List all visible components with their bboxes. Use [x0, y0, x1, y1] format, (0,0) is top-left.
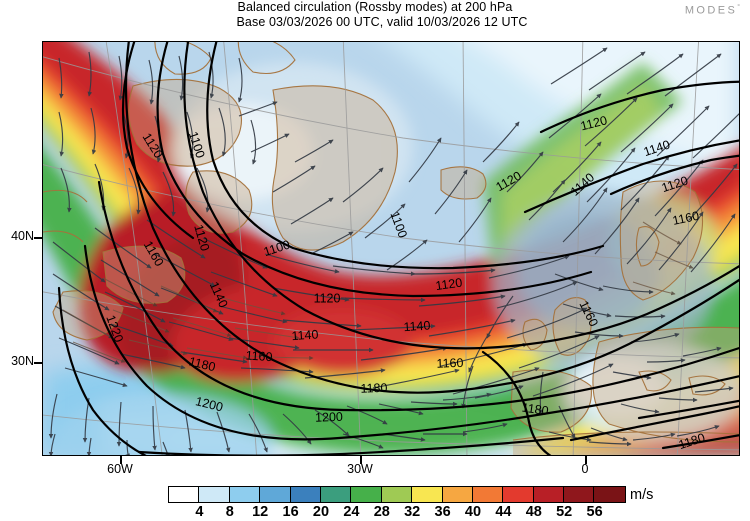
svg-text:1140: 1140 — [403, 318, 431, 334]
colorbar-swatch — [199, 487, 230, 502]
colorbar-swatch — [594, 487, 625, 502]
svg-text:1180: 1180 — [360, 381, 387, 396]
svg-text:1160: 1160 — [671, 209, 700, 228]
colorbar-tick-label: 56 — [586, 504, 603, 520]
colorbar-swatch — [381, 487, 413, 502]
x-tick-label-30w: 30W — [347, 462, 373, 476]
colorbar-swatch — [472, 487, 504, 502]
page-subtitle: Base 03/03/2026 00 UTC, valid 10/03/2026… — [236, 15, 528, 29]
x-tick-mark-0 — [585, 456, 587, 464]
page-title: Balanced circulation (Rossby modes) at 2… — [237, 0, 513, 14]
colorbar-tick-label: 8 — [225, 504, 234, 520]
y-tick-mark-30n — [34, 362, 43, 364]
colorbar-swatch — [290, 487, 321, 502]
svg-text:1200: 1200 — [315, 410, 343, 425]
colorbar-swatch — [564, 487, 595, 502]
colorbar-swatch — [169, 487, 200, 502]
svg-text:1160: 1160 — [245, 348, 273, 364]
modes-logo-mark: ° — [737, 4, 740, 11]
map-plot-area: 1100 1100 1100 1100 1100 1100 1120 1120 1120 1120… — [42, 41, 740, 456]
chart-title-block: Balanced circulation (Rossby modes) at 2… — [0, 0, 750, 30]
svg-text:1120: 1120 — [579, 113, 609, 133]
modes-logo-text: MODES — [684, 4, 738, 17]
svg-text:1180: 1180 — [521, 401, 550, 419]
svg-text:1120: 1120 — [314, 291, 341, 305]
x-tick-label-60w: 60W — [107, 462, 133, 476]
colorbar-swatch — [229, 487, 261, 502]
map-canvas: 1100110011001100110011001120112011201120… — [43, 42, 739, 455]
svg-text:1140: 1140 — [291, 327, 319, 343]
colorbar-swatch — [503, 487, 534, 502]
y-tick-label-30n: 30N — [11, 354, 34, 368]
colorbar-tick-label: 4 — [195, 504, 204, 520]
y-tick-mark-40n — [34, 237, 43, 239]
colorbar-swatch — [412, 487, 443, 502]
colorbar-swatch — [533, 487, 565, 502]
svg-text:1160: 1160 — [436, 356, 463, 371]
colorbar-swatch — [260, 487, 291, 502]
svg-text:1200: 1200 — [194, 394, 224, 414]
colorbar-swatch — [351, 487, 382, 502]
svg-text:1120: 1120 — [435, 275, 464, 293]
colorbar-swatch — [442, 487, 473, 502]
colorbar-units-label: m/s — [630, 487, 654, 503]
x-tick-mark-60w — [120, 456, 122, 464]
colorbar-swatches — [168, 486, 626, 503]
colorbar-swatch — [320, 487, 352, 502]
x-tick-mark-30w — [360, 456, 362, 464]
modes-logo: MODES° — [685, 4, 740, 17]
svg-text:1180: 1180 — [187, 354, 217, 374]
y-tick-label-40n: 40N — [11, 229, 34, 243]
x-tick-label-0: 0 — [581, 462, 589, 476]
colorbar-tick-labels: 4 8 12 16 20 24 28 32 36 40 44 48 52 56 — [168, 503, 626, 521]
